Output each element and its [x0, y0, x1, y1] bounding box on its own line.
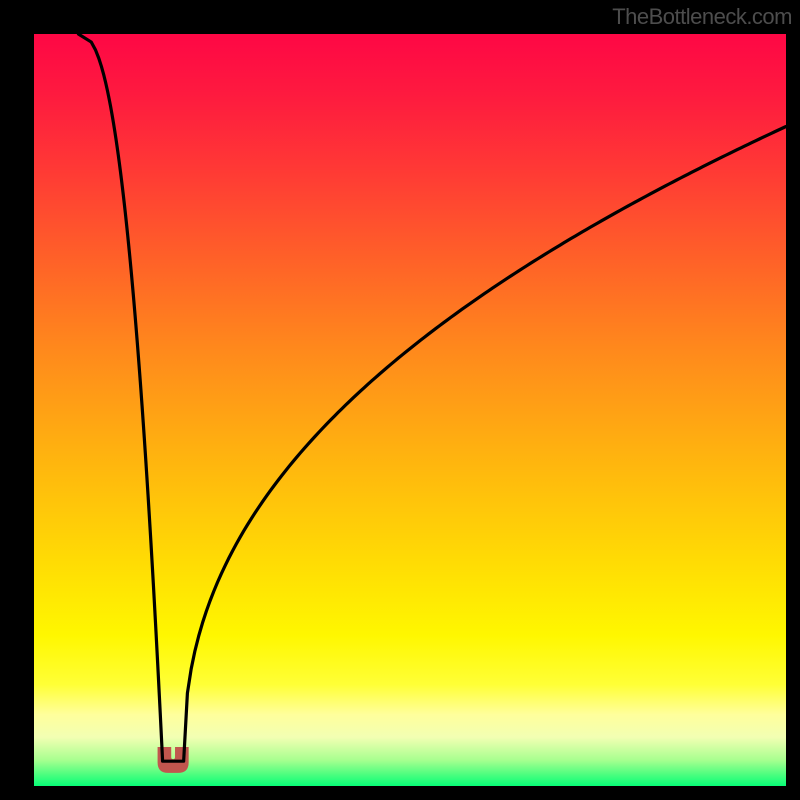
frame-border-right [786, 0, 800, 800]
attribution-text: TheBottleneck.com [612, 4, 792, 30]
plot-background [34, 34, 786, 786]
frame-border-bottom [0, 786, 800, 800]
frame-border-left [0, 0, 34, 800]
bottleneck-chart [0, 0, 800, 800]
